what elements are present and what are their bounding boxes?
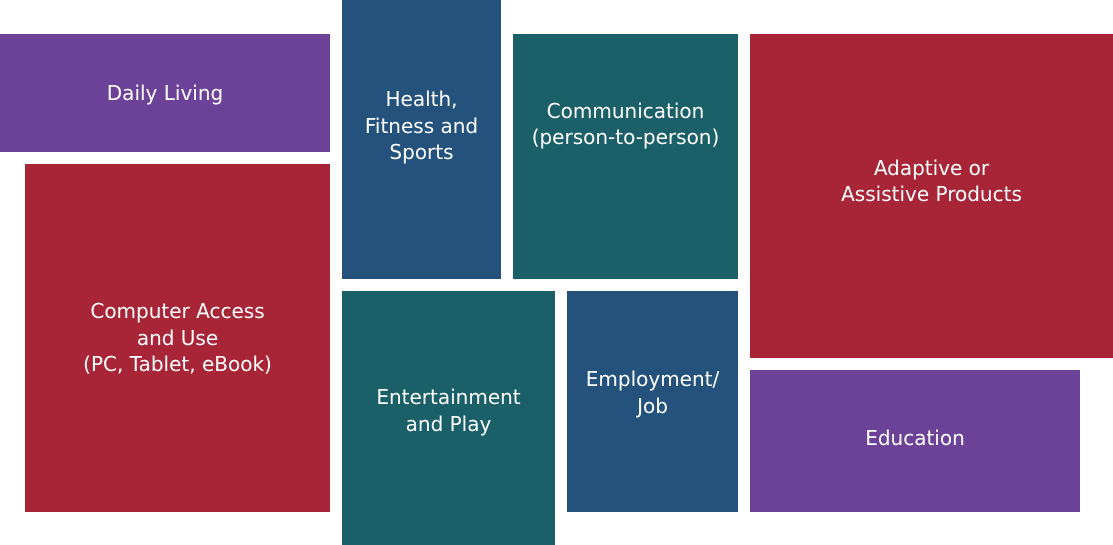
tile-education[interactable]: Education <box>750 370 1080 512</box>
tile-label-computer-access: Computer Access and Use (PC, Tablet, eBo… <box>83 299 272 377</box>
tile-label-communication: Communication (person-to-person) <box>531 98 720 150</box>
tile-label-education: Education <box>865 425 965 450</box>
tile-computer-access[interactable]: Computer Access and Use (PC, Tablet, eBo… <box>25 164 330 512</box>
tile-label-daily-living: Daily Living <box>106 80 224 105</box>
tile-adaptive-assistive-products[interactable]: Adaptive or Assistive Products <box>750 34 1113 358</box>
tile-daily-living[interactable]: Daily Living <box>0 34 330 152</box>
tile-employment-job[interactable]: Employment/ Job <box>567 291 738 512</box>
tile-label-health-fitness-sports: Health, Fitness and Sports <box>364 87 479 165</box>
tile-label-employment-job: Employment/ Job <box>585 367 720 418</box>
tile-communication[interactable]: Communication (person-to-person) <box>513 34 738 279</box>
tile-label-entertainment-play: Entertainment and Play <box>376 385 521 436</box>
tile-label-adaptive-assistive-products: Adaptive or Assistive Products <box>841 155 1022 207</box>
tile-health-fitness-sports[interactable]: Health, Fitness and Sports <box>342 0 501 279</box>
tile-entertainment-play[interactable]: Entertainment and Play <box>342 291 555 545</box>
